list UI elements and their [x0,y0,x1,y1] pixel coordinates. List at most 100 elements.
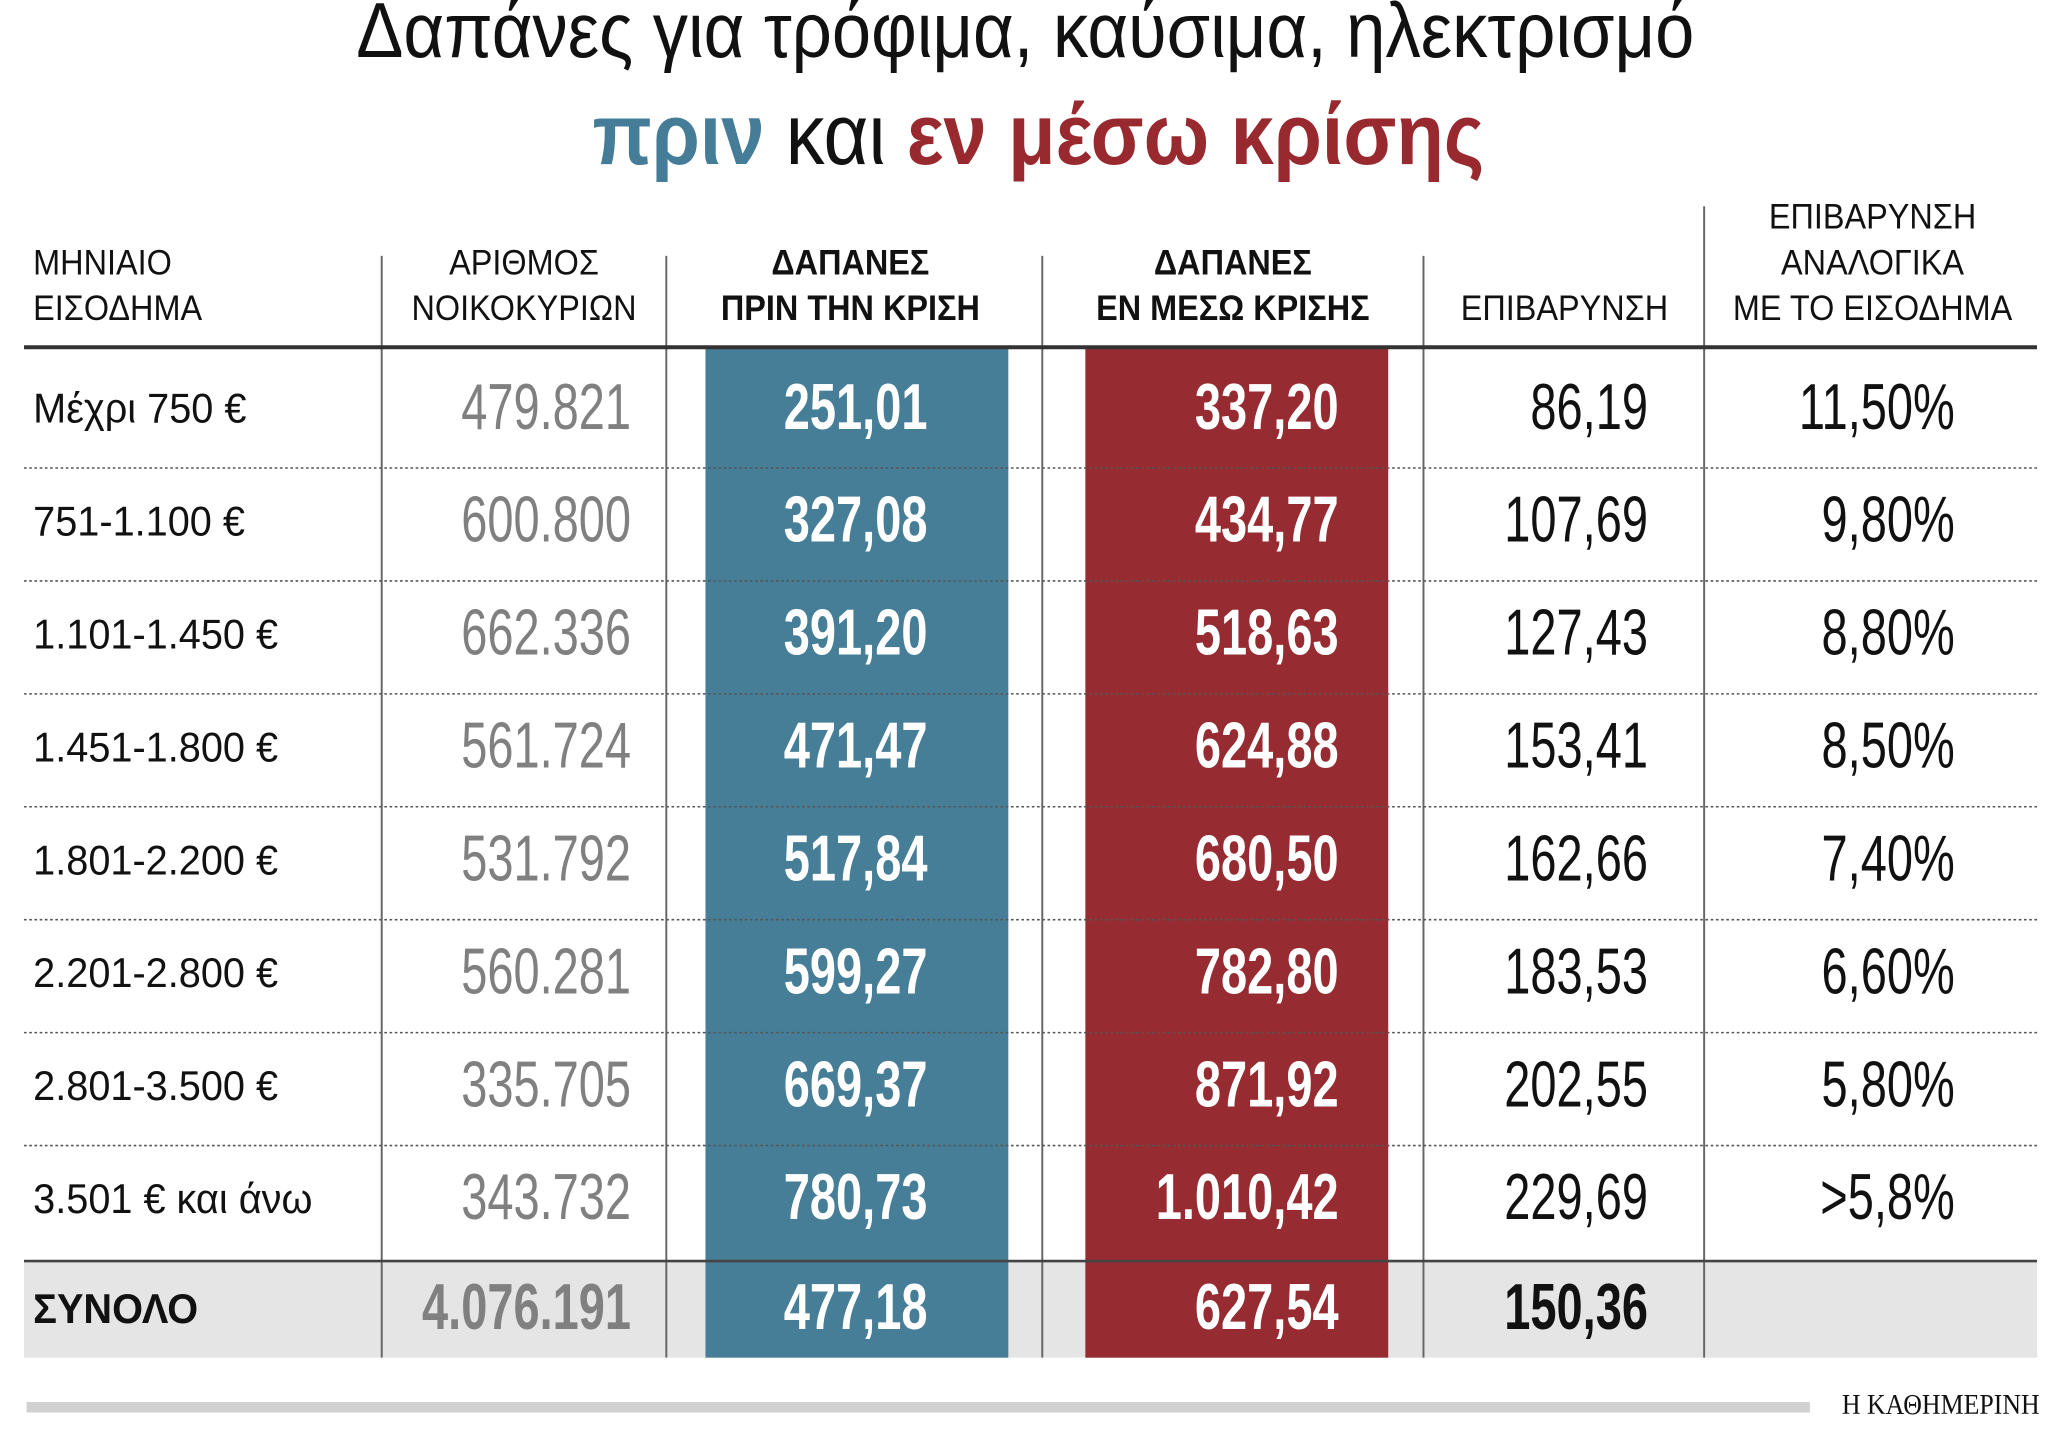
table-cell-wrap: 600.800 [461,484,631,556]
content: Δαπάνες για τρόφιμα, καύσιμα, ηλεκτρισμό… [33,0,2039,1420]
table-cell: 662.336 [461,597,631,669]
column-header: ΔΑΠΑΝΕΣ [771,243,929,283]
table-cell: 229,69 [1504,1162,1648,1234]
column-header-wrap: ΕΠΙΒΑΡΥΝΣΗ [1769,197,1976,237]
column-header-wrap: ΜΗΝΙΑΙΟ [33,243,172,283]
table-cell: 153,41 [1504,710,1648,782]
total-cell: 4.076.191 [422,1272,631,1344]
table-cell-wrap: 780,73 [784,1162,928,1234]
total-cell-wrap: 150,36 [1504,1272,1648,1344]
title-part: και [786,87,886,183]
table-cell-wrap: 479.821 [461,371,631,443]
table-cell: 11,50% [1799,371,1955,443]
table-cell: 531.792 [461,823,631,895]
table-cell: 8,80% [1822,597,1955,669]
table-cell-wrap: 624,88 [1195,710,1339,782]
table-cell: 434,77 [1195,484,1339,556]
table-cell-wrap: 662.336 [461,597,631,669]
table-cell: 127,43 [1504,597,1648,669]
column-header-wrap: ΕΙΣΟΔΗΜΑ [33,289,202,329]
table-cell: 780,73 [784,1162,928,1234]
column-header-wrap: ΜΕ ΤΟ ΕΙΣΟΔΗΜΑ [1733,289,2013,329]
table-cell-wrap: 7,40% [1822,823,1955,895]
table-cell-wrap: 871,92 [1195,1049,1339,1121]
column-header-wrap: ΑΡΙΘΜΟΣ [449,243,599,283]
table-cell-wrap: 471,47 [784,710,928,782]
table-cell: 518,63 [1195,597,1339,669]
table-cell-wrap: 1.010,42 [1156,1162,1339,1234]
title-line1: Δαπάνες για τρόφιμα, καύσιμα, ηλεκτρισμό [356,0,1694,74]
table-cell-wrap: 335.705 [461,1049,631,1121]
table-cell-wrap: 561.724 [461,710,631,782]
table-cell: 479.821 [461,371,631,443]
table-cell: 343.732 [461,1162,631,1234]
source: Η ΚΑΘΗΜΕΡΙΝΗ [1842,1389,2040,1421]
table-cell-wrap: >5,8% [1820,1162,1955,1234]
table-cell-wrap: 251,01 [784,371,928,443]
table-cell: 471,47 [784,710,928,782]
table-cell-wrap: 751-1.100 € [33,498,245,545]
table-cell: 107,69 [1504,484,1648,556]
table-cell: 1.451-1.800 € [33,723,278,770]
column-header: ΑΡΙΘΜΟΣ [449,243,599,283]
column-header: ΕΠΙΒΑΡΥΝΣΗ [1769,197,1976,237]
table-cell-wrap: 1.101-1.450 € [33,610,278,657]
table-cell-wrap: 162,66 [1504,823,1648,895]
column-header: ΕΙΣΟΔΗΜΑ [33,289,202,329]
table-cell: 1.010,42 [1156,1162,1339,1234]
table-cell-wrap: 11,50% [1799,371,1955,443]
column-header-wrap: ΕΝ ΜΕΣΩ ΚΡΙΣΗΣ [1096,289,1370,329]
column-header: ΜΗΝΙΑΙΟ [33,243,172,283]
table-cell: 251,01 [784,371,928,443]
table-cell-wrap: 669,37 [784,1049,928,1121]
table-cell: 6,60% [1822,936,1955,1008]
column-header: ΕΠΙΒΑΡΥΝΣΗ [1461,289,1668,329]
column-header: ΝΟΙΚΟΚΥΡΙΩΝ [412,289,637,329]
total-cell: 150,36 [1504,1272,1648,1344]
table-cell: 782,80 [1195,936,1339,1008]
total-cell-wrap: ΣΥΝΟΛΟ [33,1285,198,1332]
table-cell: 599,27 [784,936,928,1008]
table-cell-wrap: 107,69 [1504,484,1648,556]
table-cell: 871,92 [1195,1049,1339,1121]
table-cell-wrap: 8,50% [1822,710,1955,782]
table-cell-wrap: 6,60% [1822,936,1955,1008]
title-line1-wrap: Δαπάνες για τρόφιμα, καύσιμα, ηλεκτρισμό [356,0,1694,74]
column-header: ΑΝΑΛΟΓΙΚΑ [1781,243,1964,283]
total-cell: 627,54 [1195,1272,1339,1344]
table-cell: 86,19 [1530,371,1648,443]
title-part: πριν [593,87,765,183]
table-cell-wrap: 183,53 [1504,936,1648,1008]
table-cell-wrap: 680,50 [1195,823,1339,895]
column-header: ΕΝ ΜΕΣΩ ΚΡΙΣΗΣ [1096,289,1370,329]
table-cell: Μέχρι 750 € [33,385,247,432]
table-cell-wrap: 391,20 [784,597,928,669]
table-cell-wrap: 202,55 [1504,1049,1648,1121]
table-cell-wrap: 782,80 [1195,936,1339,1008]
table-cell: 1.101-1.450 € [33,610,278,657]
table-cell-wrap: 9,80% [1822,484,1955,556]
table-cell-wrap: 1.451-1.800 € [33,723,278,770]
column-header-wrap: ΕΠΙΒΑΡΥΝΣΗ [1461,289,1668,329]
table-cell: 183,53 [1504,936,1648,1008]
table-cell-wrap: 127,43 [1504,597,1648,669]
table-cell-wrap: 560.281 [461,936,631,1008]
table-cell: 3.501 € και άνω [33,1175,312,1222]
table-cell: 2.201-2.800 € [33,949,278,996]
table-cell: 600.800 [461,484,631,556]
table-cell: 669,37 [784,1049,928,1121]
table-cell-wrap: 5,80% [1822,1049,1955,1121]
column-header-wrap: ΝΟΙΚΟΚΥΡΙΩΝ [412,289,637,329]
table-cell: 9,80% [1822,484,1955,556]
table-cell: >5,8% [1820,1162,1955,1234]
footer-bar [26,1402,1810,1413]
during-column-bg [1085,347,1389,1358]
table-cell: 162,66 [1504,823,1648,895]
column-header: ΜΕ ΤΟ ΕΙΣΟΔΗΜΑ [1733,289,2013,329]
total-cell: ΣΥΝΟΛΟ [33,1285,198,1332]
table-cell-wrap: 3.501 € και άνω [33,1175,312,1222]
table-cell-wrap: 599,27 [784,936,928,1008]
